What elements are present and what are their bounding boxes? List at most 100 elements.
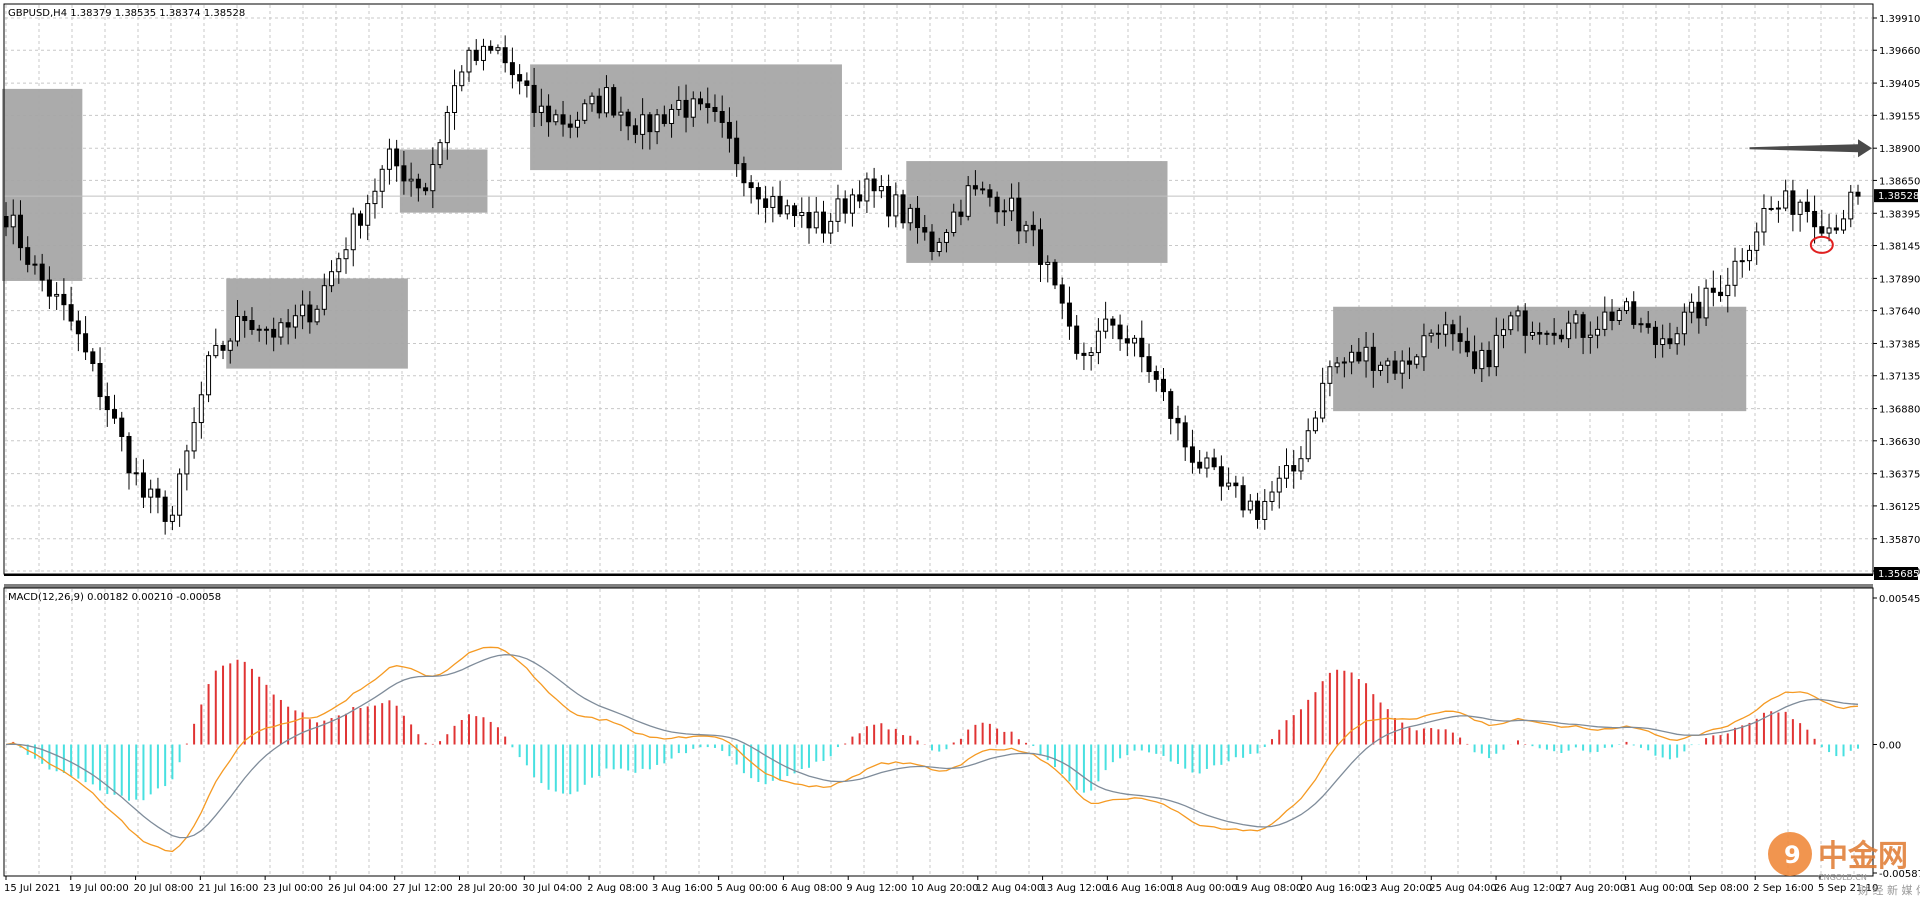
- bear-candle: [1370, 346, 1376, 371]
- bull-candle: [1298, 458, 1304, 472]
- bull-candle: [849, 194, 855, 214]
- bull-candle: [907, 207, 913, 224]
- price-tick-label: 1.38395: [1879, 209, 1920, 220]
- bull-candle: [1587, 334, 1593, 338]
- bull-candle: [1848, 191, 1854, 220]
- bottom-price-tag: 1.35685: [1874, 567, 1919, 580]
- bull-candle: [191, 422, 197, 452]
- bull-candle: [444, 111, 450, 144]
- bear-candle: [777, 195, 783, 215]
- bull-candle: [278, 322, 284, 338]
- bear-candle: [1356, 351, 1362, 362]
- bear-candle: [1450, 324, 1456, 335]
- bear-candle: [1168, 391, 1174, 419]
- bull-candle: [1327, 366, 1333, 384]
- bear-candle: [1175, 417, 1181, 424]
- time-tick-label: 18 Aug 00:00: [1170, 883, 1237, 894]
- bull-candle: [553, 114, 559, 123]
- time-tick-label: 5 Aug 00:00: [717, 883, 778, 894]
- bear-candle: [83, 333, 89, 353]
- consolidation-zone: [399, 149, 488, 213]
- bull-candle: [314, 308, 320, 323]
- bull-candle: [1226, 482, 1232, 487]
- bull-candle: [365, 203, 371, 226]
- time-tick-label: 31 Aug 00:00: [1624, 883, 1691, 894]
- bull-candle: [1385, 360, 1391, 366]
- price-tick-label: 1.38900: [1879, 144, 1920, 155]
- bear-candle: [509, 62, 515, 76]
- bull-candle: [32, 263, 38, 266]
- bull-candle: [1544, 332, 1550, 335]
- macd-tick-label: 0.00545: [1879, 594, 1920, 605]
- bull-candle: [936, 241, 942, 253]
- bull-candle: [1009, 197, 1015, 212]
- bear-candle: [162, 496, 168, 522]
- annotations: [1749, 139, 1872, 254]
- bull-candle: [878, 185, 884, 192]
- bear-candle: [1211, 457, 1217, 468]
- bull-candle: [350, 213, 356, 251]
- bull-candle: [799, 211, 805, 217]
- watermark: 9 中金网 CNGOLD.CN 财 经 新 媒 体: [1762, 830, 1920, 900]
- bull-candle: [1363, 346, 1369, 362]
- price-tick-label: 1.39660: [1879, 46, 1920, 57]
- bull-candle: [864, 178, 870, 202]
- time-tick-label: 19 Aug 08:00: [1235, 883, 1302, 894]
- signal-line: [5, 654, 1859, 839]
- bull-candle: [1674, 333, 1680, 345]
- bull-candle: [256, 328, 262, 331]
- bull-candle: [640, 114, 646, 135]
- bear-candle: [596, 95, 602, 114]
- bull-candle: [1783, 190, 1789, 209]
- bear-candle: [1052, 261, 1058, 286]
- bull-candle: [437, 142, 443, 166]
- bull-candle: [835, 198, 841, 222]
- bull-candle: [951, 211, 957, 234]
- bull-candle: [1283, 465, 1289, 479]
- bear-candle: [647, 114, 653, 133]
- bear-candle: [133, 472, 139, 475]
- bear-candle: [104, 396, 110, 411]
- bear-candle: [1667, 338, 1673, 345]
- bull-candle: [408, 178, 414, 182]
- bear-candle: [1551, 332, 1557, 336]
- bear-candle: [1182, 422, 1188, 448]
- bull-candle: [1095, 330, 1101, 354]
- bear-candle: [1016, 197, 1022, 232]
- bull-candle: [1023, 224, 1029, 232]
- price-tick-label: 1.37640: [1879, 307, 1920, 318]
- time-tick-label: 30 Jul 04:00: [522, 883, 582, 894]
- bear-candle: [1291, 465, 1297, 472]
- watermark-media: 财 经 新 媒 体: [1858, 883, 1920, 897]
- bear-candle: [1710, 287, 1716, 293]
- bear-candle: [972, 185, 978, 190]
- bear-candle: [1153, 371, 1159, 380]
- macd-line: [5, 646, 1859, 853]
- watermark-text: 中金网: [1818, 839, 1908, 874]
- bear-candle: [271, 328, 277, 338]
- bull-candle: [1660, 338, 1666, 345]
- bear-candle: [1074, 325, 1080, 354]
- bear-candle: [748, 182, 754, 189]
- bear-candle: [792, 205, 798, 217]
- time-tick-label: 23 Aug 20:00: [1365, 883, 1432, 894]
- bear-candle: [1652, 326, 1658, 345]
- bear-candle: [307, 304, 313, 323]
- watermark-sub: CNGOLD.CN: [1818, 873, 1867, 882]
- bull-candle: [1103, 318, 1109, 332]
- macd-indicator: [5, 646, 1859, 853]
- bull-candle: [1001, 210, 1007, 213]
- bull-candle: [227, 340, 233, 351]
- bull-candle: [1725, 284, 1731, 297]
- bear-candle: [155, 488, 161, 498]
- bull-candle: [1768, 207, 1774, 210]
- bear-candle: [17, 214, 23, 249]
- bull-candle: [813, 211, 819, 229]
- time-axis: 15 Jul 2021 19 Jul 00:00 20 Jul 08:00 21 Ju…: [4, 876, 1878, 894]
- consolidation-zone: [906, 161, 1168, 263]
- bull-candle: [206, 355, 212, 396]
- bull-candle: [589, 95, 595, 105]
- price-tick-label: 1.35870: [1879, 535, 1920, 546]
- time-tick-label: 19 Jul 00:00: [69, 883, 129, 894]
